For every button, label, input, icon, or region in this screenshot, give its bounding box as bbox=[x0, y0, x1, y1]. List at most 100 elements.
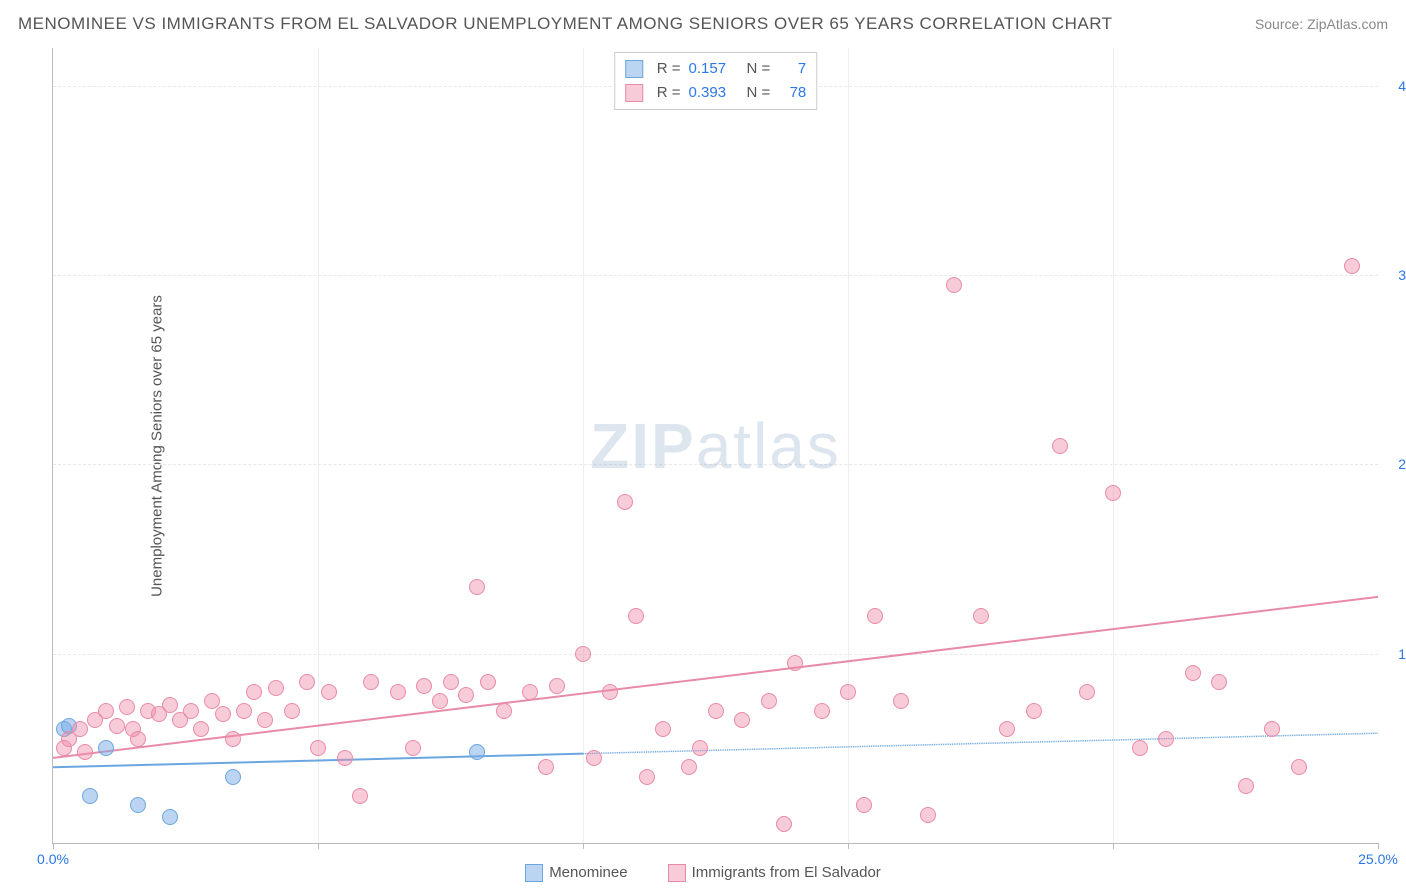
x-grid-line bbox=[583, 48, 584, 843]
data-point bbox=[628, 608, 644, 624]
data-point bbox=[225, 731, 241, 747]
trend-lines-layer bbox=[53, 48, 1378, 843]
data-point bbox=[162, 809, 178, 825]
data-point bbox=[708, 703, 724, 719]
grid-line bbox=[53, 464, 1378, 465]
data-point bbox=[82, 788, 98, 804]
data-point bbox=[602, 684, 618, 700]
r-label: R = bbox=[657, 81, 681, 105]
data-point bbox=[98, 703, 114, 719]
legend-label: Menominee bbox=[549, 864, 627, 881]
data-point bbox=[973, 608, 989, 624]
data-point bbox=[522, 684, 538, 700]
data-point bbox=[1026, 703, 1042, 719]
data-point bbox=[310, 740, 326, 756]
data-point bbox=[946, 277, 962, 293]
data-point bbox=[1052, 438, 1068, 454]
x-tick bbox=[1113, 843, 1114, 849]
data-point bbox=[109, 718, 125, 734]
chart-plot-area: ZIPatlas R =0.157N =7R =0.393N =78 10.0%… bbox=[52, 48, 1378, 844]
data-point bbox=[1105, 485, 1121, 501]
data-point bbox=[1132, 740, 1148, 756]
data-point bbox=[183, 703, 199, 719]
data-point bbox=[814, 703, 830, 719]
data-point bbox=[337, 750, 353, 766]
x-tick bbox=[848, 843, 849, 849]
data-point bbox=[1158, 731, 1174, 747]
data-point bbox=[130, 731, 146, 747]
data-point bbox=[98, 740, 114, 756]
data-point bbox=[1291, 759, 1307, 775]
y-tick-label: 30.0% bbox=[1383, 267, 1406, 283]
data-point bbox=[1079, 684, 1095, 700]
data-point bbox=[193, 721, 209, 737]
legend-swatch bbox=[625, 60, 643, 78]
legend-item: Immigrants from El Salvador bbox=[668, 864, 881, 882]
r-value: 0.157 bbox=[689, 57, 739, 81]
data-point bbox=[867, 608, 883, 624]
legend-swatch bbox=[525, 864, 543, 882]
watermark-atlas: atlas bbox=[696, 410, 841, 482]
data-point bbox=[496, 703, 512, 719]
data-point bbox=[1211, 674, 1227, 690]
x-grid-line bbox=[1113, 48, 1114, 843]
data-point bbox=[1185, 665, 1201, 681]
data-point bbox=[162, 697, 178, 713]
chart-title: MENOMINEE VS IMMIGRANTS FROM EL SALVADOR… bbox=[18, 14, 1113, 34]
n-value: 78 bbox=[778, 81, 806, 105]
data-point bbox=[538, 759, 554, 775]
watermark: ZIPatlas bbox=[590, 409, 841, 483]
data-point bbox=[119, 699, 135, 715]
correlation-legend: R =0.157N =7R =0.393N =78 bbox=[614, 52, 818, 110]
data-point bbox=[586, 750, 602, 766]
n-label: N = bbox=[747, 57, 771, 81]
data-point bbox=[443, 674, 459, 690]
correlation-legend-row: R =0.157N =7 bbox=[625, 57, 807, 81]
data-point bbox=[299, 674, 315, 690]
data-point bbox=[1238, 778, 1254, 794]
data-point bbox=[469, 744, 485, 760]
legend-label: Immigrants from El Salvador bbox=[692, 864, 881, 881]
y-tick-label: 20.0% bbox=[1383, 456, 1406, 472]
data-point bbox=[575, 646, 591, 662]
x-tick bbox=[318, 843, 319, 849]
grid-line bbox=[53, 654, 1378, 655]
title-bar: MENOMINEE VS IMMIGRANTS FROM EL SALVADOR… bbox=[18, 14, 1388, 34]
watermark-zip: ZIP bbox=[590, 410, 696, 482]
data-point bbox=[130, 797, 146, 813]
data-point bbox=[1264, 721, 1280, 737]
grid-line bbox=[53, 275, 1378, 276]
n-value: 7 bbox=[778, 57, 806, 81]
data-point bbox=[1344, 258, 1360, 274]
data-point bbox=[390, 684, 406, 700]
legend-swatch bbox=[668, 864, 686, 882]
legend-item: Menominee bbox=[525, 864, 627, 882]
data-point bbox=[363, 674, 379, 690]
data-point bbox=[681, 759, 697, 775]
x-tick bbox=[1378, 843, 1379, 849]
data-point bbox=[215, 706, 231, 722]
data-point bbox=[469, 579, 485, 595]
n-label: N = bbox=[747, 81, 771, 105]
y-tick-label: 10.0% bbox=[1383, 646, 1406, 662]
data-point bbox=[246, 684, 262, 700]
data-point bbox=[405, 740, 421, 756]
data-point bbox=[639, 769, 655, 785]
y-tick-label: 40.0% bbox=[1383, 78, 1406, 94]
data-point bbox=[77, 744, 93, 760]
data-point bbox=[692, 740, 708, 756]
data-point bbox=[734, 712, 750, 728]
data-point bbox=[321, 684, 337, 700]
data-point bbox=[352, 788, 368, 804]
data-point bbox=[284, 703, 300, 719]
data-point bbox=[761, 693, 777, 709]
data-point bbox=[432, 693, 448, 709]
correlation-legend-row: R =0.393N =78 bbox=[625, 81, 807, 105]
data-point bbox=[257, 712, 273, 728]
source-label: Source: ZipAtlas.com bbox=[1255, 16, 1388, 32]
data-point bbox=[655, 721, 671, 737]
data-point bbox=[840, 684, 856, 700]
x-grid-line bbox=[318, 48, 319, 843]
data-point bbox=[776, 816, 792, 832]
data-point bbox=[416, 678, 432, 694]
